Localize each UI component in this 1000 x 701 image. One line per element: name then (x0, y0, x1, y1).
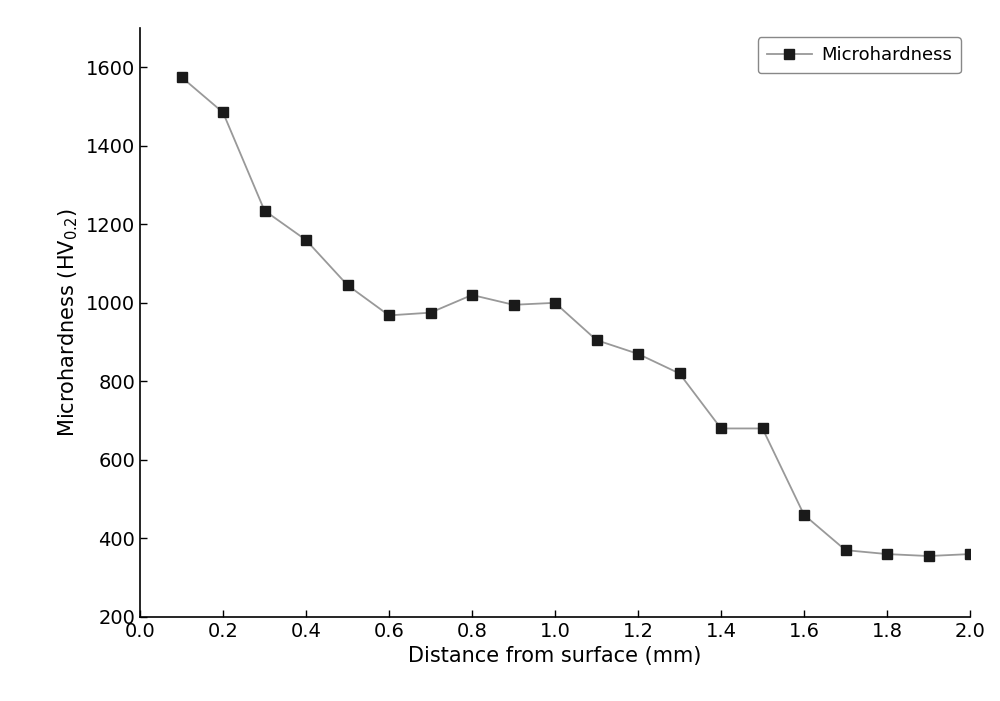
Microhardness (674, 369, 686, 378)
Microhardness (964, 550, 976, 558)
Microhardness (342, 281, 354, 290)
Microhardness (757, 424, 769, 433)
Microhardness (300, 236, 312, 244)
Microhardness (507, 301, 520, 309)
Microhardness (840, 546, 852, 554)
Microhardness (549, 299, 561, 307)
Microhardness (632, 350, 644, 358)
Microhardness (383, 311, 395, 320)
Microhardness (715, 424, 727, 433)
Microhardness (922, 552, 934, 560)
Microhardness (217, 108, 229, 116)
Microhardness (258, 206, 270, 215)
Microhardness (424, 308, 436, 317)
Microhardness (881, 550, 893, 558)
Y-axis label: Microhardness (HV$_{0.2}$): Microhardness (HV$_{0.2}$) (57, 208, 80, 437)
Microhardness (798, 510, 810, 519)
Microhardness (176, 73, 188, 81)
Microhardness (466, 291, 478, 299)
Line: Microhardness: Microhardness (177, 72, 975, 561)
X-axis label: Distance from surface (mm): Distance from surface (mm) (408, 646, 702, 666)
Microhardness (590, 336, 602, 344)
Legend: Microhardness: Microhardness (758, 37, 961, 73)
